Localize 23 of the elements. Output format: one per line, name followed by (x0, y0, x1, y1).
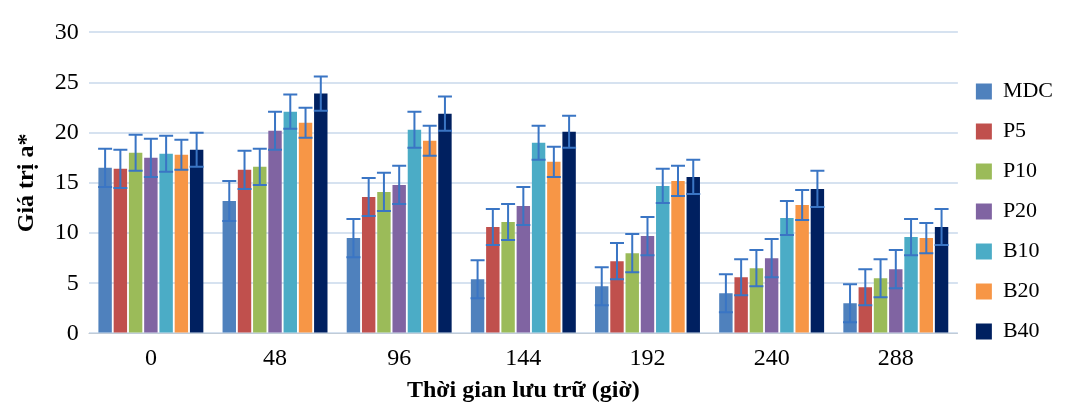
y-axis-title: Giá trị a* (11, 133, 38, 233)
legend-label: P10 (1002, 157, 1038, 183)
y-tick-label: 0 (66, 318, 79, 345)
x-tick-label: 288 (877, 344, 914, 371)
x-tick-label: 144 (505, 344, 542, 371)
x-axis-title: Thời gian lưu trữ (giờ) (406, 375, 640, 402)
y-tick-label: 5 (66, 268, 79, 295)
y-tick-label: 15 (54, 168, 79, 195)
x-tick-label: 48 (263, 344, 288, 371)
x-tick-label: 240 (753, 344, 790, 371)
x-tick-label: 96 (387, 344, 412, 371)
y-tick-label: 20 (54, 118, 79, 145)
legend-label: B40 (1002, 317, 1040, 343)
x-tick-label: 192 (629, 344, 666, 371)
legend-label: B10 (1002, 237, 1040, 263)
x-tick-label: 0 (144, 344, 157, 371)
legend-label: P20 (1002, 197, 1038, 223)
legend-label: B20 (1002, 277, 1040, 303)
legend-label: P5 (1002, 117, 1027, 143)
y-tick-label: 30 (54, 17, 79, 44)
y-tick-label: 25 (54, 67, 79, 94)
y-tick-label: 10 (54, 218, 79, 245)
legend-label: MDC (1002, 77, 1053, 103)
